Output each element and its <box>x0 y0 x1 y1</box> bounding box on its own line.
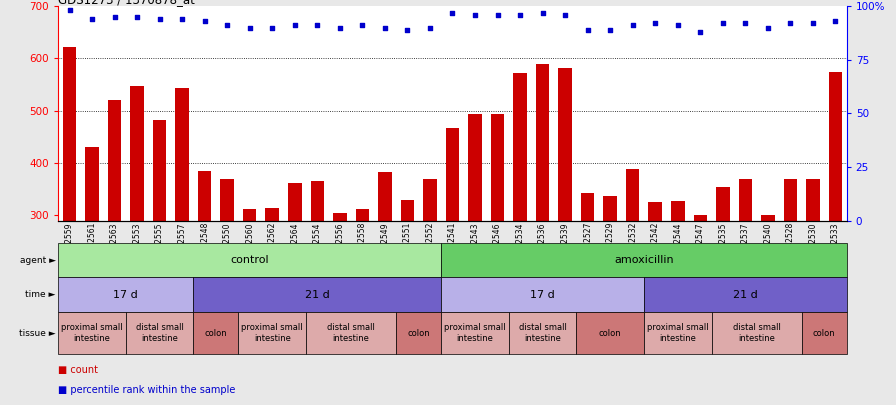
Text: colon: colon <box>408 328 430 338</box>
Point <box>378 24 392 31</box>
Point <box>288 22 302 29</box>
Point <box>581 26 595 33</box>
Point <box>355 22 369 29</box>
Bar <box>176 88 189 221</box>
Bar <box>311 181 324 221</box>
Point <box>738 20 753 26</box>
Point <box>761 24 775 31</box>
Point <box>401 26 415 33</box>
Point <box>152 16 167 22</box>
Point <box>716 20 730 26</box>
Bar <box>626 169 640 221</box>
Point <box>670 22 685 29</box>
Point <box>603 26 617 33</box>
Bar <box>288 183 302 221</box>
Bar <box>63 47 76 221</box>
Point <box>513 11 527 18</box>
Point <box>85 16 99 22</box>
Point <box>130 13 144 20</box>
Point <box>468 11 482 18</box>
Point <box>648 20 662 26</box>
Bar <box>671 201 685 221</box>
Text: distal small
intestine: distal small intestine <box>519 324 566 343</box>
Text: amoxicillin: amoxicillin <box>614 255 674 265</box>
Bar <box>581 193 594 221</box>
Text: distal small
intestine: distal small intestine <box>733 324 780 343</box>
Text: 17 d: 17 d <box>114 290 138 300</box>
Bar <box>356 209 369 221</box>
Text: colon: colon <box>599 328 622 338</box>
Point <box>310 22 324 29</box>
Text: control: control <box>230 255 269 265</box>
Bar <box>761 215 775 221</box>
Bar <box>513 73 527 221</box>
Bar <box>243 209 256 221</box>
Bar <box>423 179 436 221</box>
Bar <box>153 120 167 221</box>
Point <box>445 9 460 16</box>
Text: proximal small
intestine: proximal small intestine <box>241 324 303 343</box>
Bar <box>784 179 797 221</box>
Bar <box>649 202 662 221</box>
Point <box>490 11 504 18</box>
Point <box>694 29 708 35</box>
Text: ■ count: ■ count <box>58 364 99 375</box>
Point <box>423 24 437 31</box>
Bar <box>558 68 572 221</box>
Text: time ►: time ► <box>25 290 56 299</box>
Bar <box>536 64 549 221</box>
Bar <box>445 128 460 221</box>
Text: GDS1273 / 1370878_at: GDS1273 / 1370878_at <box>58 0 195 6</box>
Text: distal small
intestine: distal small intestine <box>327 324 375 343</box>
Point <box>783 20 797 26</box>
Bar <box>85 147 99 221</box>
Point <box>265 24 280 31</box>
Text: tissue ►: tissue ► <box>19 328 56 338</box>
Bar <box>603 196 617 221</box>
Bar <box>220 179 234 221</box>
Bar <box>333 213 347 221</box>
Point <box>197 18 211 24</box>
Point <box>332 24 347 31</box>
Text: proximal small
intestine: proximal small intestine <box>647 324 709 343</box>
Bar <box>265 208 279 221</box>
Text: colon: colon <box>204 328 228 338</box>
Text: colon: colon <box>813 328 835 338</box>
Bar <box>130 85 144 221</box>
Point <box>806 20 820 26</box>
Text: ■ percentile rank within the sample: ■ percentile rank within the sample <box>58 385 236 395</box>
Text: 21 d: 21 d <box>733 290 758 300</box>
Text: distal small
intestine: distal small intestine <box>135 324 184 343</box>
Bar <box>829 72 842 221</box>
Point <box>243 24 257 31</box>
Bar <box>378 172 392 221</box>
Bar <box>198 171 211 221</box>
Text: agent ►: agent ► <box>20 256 56 265</box>
Bar <box>806 179 820 221</box>
Point <box>220 22 235 29</box>
Point <box>536 9 550 16</box>
Bar <box>738 179 752 221</box>
Point <box>175 16 189 22</box>
Text: 21 d: 21 d <box>305 290 330 300</box>
Point <box>108 13 122 20</box>
Bar <box>108 100 121 221</box>
Bar <box>401 200 414 221</box>
Point <box>828 18 842 24</box>
Bar <box>491 115 504 221</box>
Point <box>625 22 640 29</box>
Bar <box>716 187 729 221</box>
Bar <box>694 215 707 221</box>
Bar <box>469 115 482 221</box>
Point <box>558 11 573 18</box>
Text: 17 d: 17 d <box>530 290 555 300</box>
Text: proximal small
intestine: proximal small intestine <box>61 324 123 343</box>
Text: proximal small
intestine: proximal small intestine <box>444 324 506 343</box>
Point <box>63 7 77 14</box>
